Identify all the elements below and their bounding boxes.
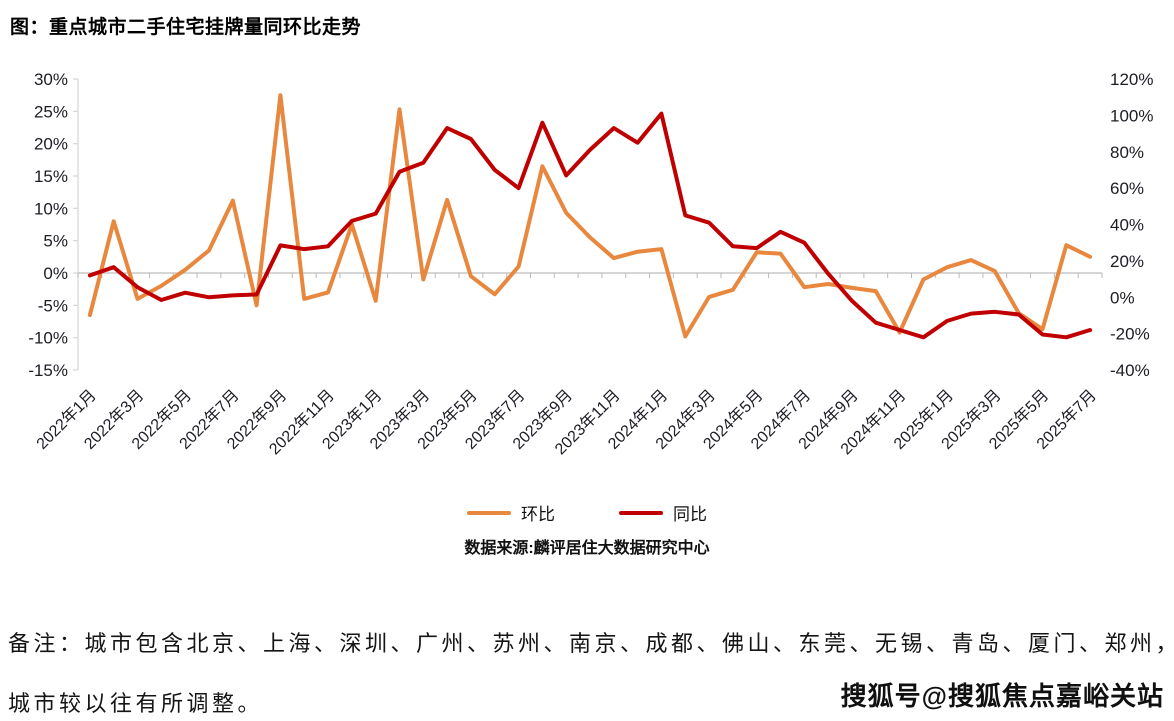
legend-item-huanbi: 环比 [467, 500, 555, 525]
right-axis-tick-label: 80% [1110, 143, 1144, 162]
note-line-2: 城市较以往有所调整。 [8, 691, 264, 716]
right-axis-tick-label: 40% [1110, 216, 1144, 235]
right-axis: 120% 100% 80% 60% 40% 20% 0% -20% -40% [1110, 70, 1153, 380]
x-axis-labels: 2022年1月2022年3月2022年5月2022年7月2022年9月2022年… [33, 386, 1100, 458]
left-axis-tick-label: -5% [38, 296, 68, 315]
left-axis-tick-label: 15% [34, 167, 68, 186]
legend: 环比 同比 [0, 500, 1174, 525]
huanbi-line-swatch [467, 510, 511, 515]
left-axis-tick-label: 0% [43, 264, 68, 283]
watermark: 搜狐号@搜狐焦点嘉峪关站 [840, 681, 1164, 711]
left-axis-tick-label: 5% [43, 232, 68, 251]
right-axis-tick-label: -40% [1110, 361, 1150, 380]
right-axis-tick-label: 60% [1110, 179, 1144, 198]
huanbi-legend-label: 环比 [521, 505, 555, 524]
right-axis-tick-label: 0% [1110, 288, 1135, 307]
chart-title: 图：重点城市二手住宅挂牌量同环比走势 [10, 17, 362, 38]
huanbi-series-line [87, 93, 1093, 339]
left-axis-tick-label: 30% [34, 70, 68, 89]
left-axis-tick-label: 20% [34, 135, 68, 154]
tongbi-series-line [87, 111, 1093, 340]
right-axis-tick-label: 20% [1110, 252, 1144, 271]
left-axis-tick-label: -10% [28, 329, 68, 348]
data-source: 数据来源:麟评居住大数据研究中心 [464, 540, 710, 557]
left-axis: 30% 25% 20% 15% 10% 5% 0% -5% -10% -15% [28, 70, 79, 380]
note-line-1: 备注：城市包含北京、上海、深圳、广州、苏州、南京、成都、佛山、东莞、无锡、青岛、… [8, 631, 1174, 656]
tongbi-legend-label: 同比 [673, 505, 707, 524]
zero-gridline [77, 272, 1103, 278]
right-axis-tick-label: 120% [1110, 70, 1153, 89]
left-axis-tick-label: 25% [34, 102, 68, 121]
tongbi-line-swatch [619, 510, 663, 515]
right-axis-tick-label: -20% [1110, 325, 1150, 344]
left-axis-tick-label: 10% [34, 199, 68, 218]
legend-item-tongbi: 同比 [619, 500, 707, 525]
left-axis-tick-label: -15% [28, 361, 68, 380]
right-axis-tick-label: 100% [1110, 106, 1153, 125]
